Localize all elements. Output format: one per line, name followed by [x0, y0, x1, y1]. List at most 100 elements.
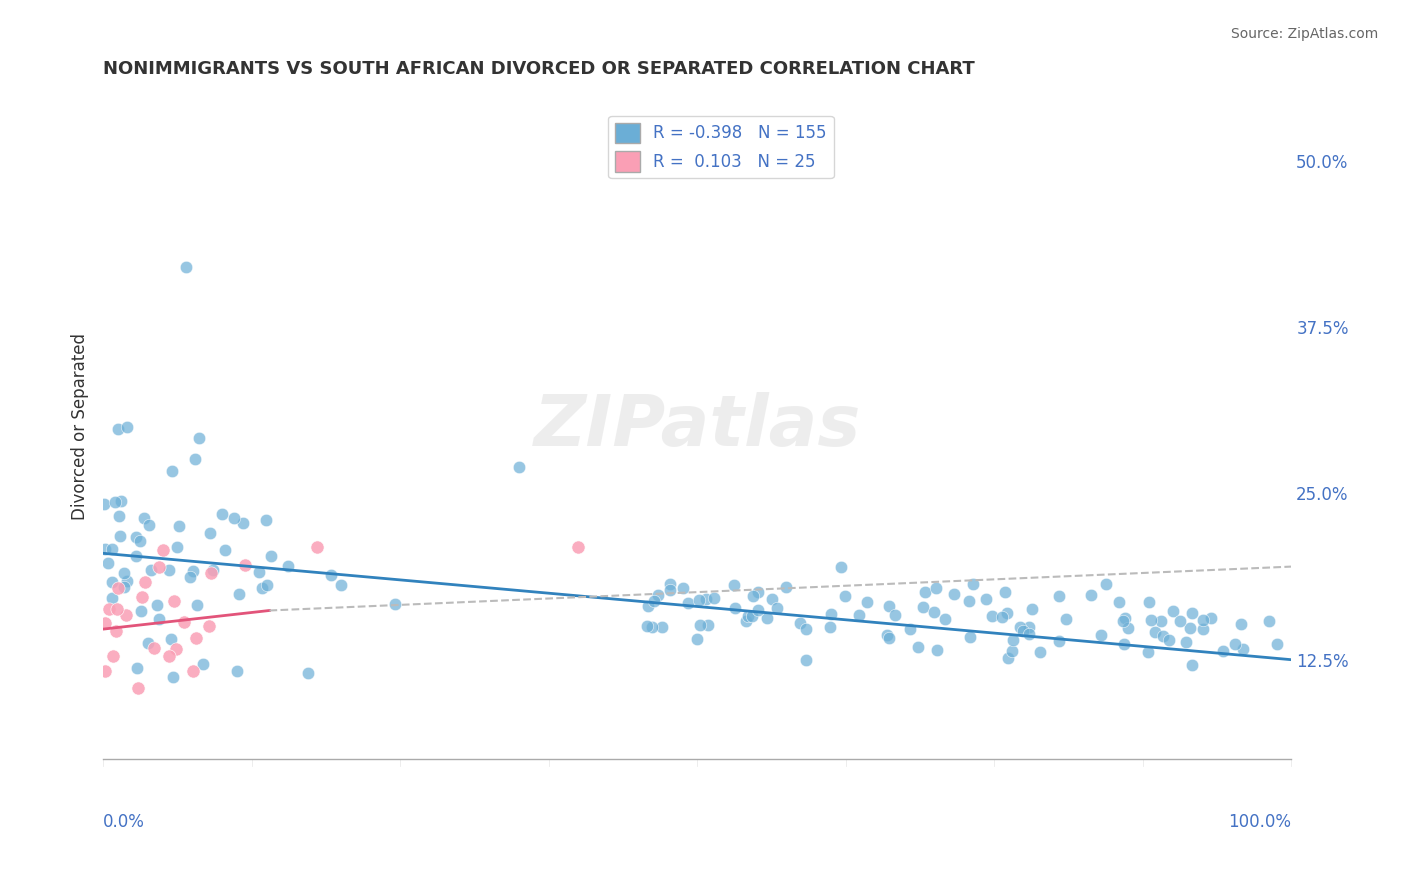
Point — [1018, 620, 1040, 634]
Point — [735, 615, 758, 629]
Point — [737, 608, 759, 623]
Point — [277, 558, 299, 573]
Text: 100.0%: 100.0% — [1229, 813, 1291, 830]
Point — [110, 529, 132, 543]
Point — [672, 582, 695, 596]
Point — [131, 591, 153, 605]
Point — [143, 641, 166, 656]
Point — [818, 620, 841, 634]
Point — [1161, 604, 1184, 618]
Legend: R = -0.398   N = 155, R =  0.103   N = 25: R = -0.398 N = 155, R = 0.103 N = 25 — [609, 116, 834, 178]
Point — [922, 605, 945, 619]
Point — [914, 585, 936, 599]
Point — [676, 596, 699, 610]
Point — [1232, 642, 1254, 657]
Point — [112, 566, 135, 581]
Point — [183, 665, 205, 679]
Point — [110, 494, 132, 508]
Point — [1152, 629, 1174, 643]
Point — [1137, 594, 1160, 608]
Y-axis label: Divorced or Separated: Divorced or Separated — [72, 334, 89, 520]
Point — [101, 574, 124, 589]
Point — [766, 600, 789, 615]
Point — [1021, 602, 1043, 616]
Point — [186, 599, 208, 613]
Point — [834, 589, 856, 603]
Point — [254, 513, 277, 527]
Point — [884, 608, 907, 623]
Point — [256, 578, 278, 592]
Point — [146, 599, 169, 613]
Point — [148, 559, 170, 574]
Point — [166, 541, 188, 555]
Point — [101, 541, 124, 556]
Point — [907, 640, 929, 654]
Point — [1181, 658, 1204, 673]
Point — [112, 580, 135, 594]
Point — [127, 661, 149, 675]
Point — [898, 623, 921, 637]
Point — [1090, 628, 1112, 642]
Point — [925, 582, 948, 596]
Point — [197, 618, 219, 632]
Point — [747, 584, 769, 599]
Point — [789, 616, 811, 631]
Point — [228, 587, 250, 601]
Point — [876, 628, 898, 642]
Text: Source: ZipAtlas.com: Source: ZipAtlas.com — [1230, 27, 1378, 41]
Point — [214, 542, 236, 557]
Point — [1192, 613, 1215, 627]
Point — [103, 649, 125, 664]
Point — [703, 591, 725, 606]
Point — [94, 542, 117, 557]
Point — [959, 630, 981, 644]
Point — [1137, 645, 1160, 659]
Point — [997, 650, 1019, 665]
Point — [107, 508, 129, 523]
Point — [247, 565, 270, 579]
Point — [232, 516, 254, 530]
Point — [211, 507, 233, 521]
Point — [1223, 637, 1246, 651]
Point — [93, 497, 115, 511]
Point — [658, 577, 681, 591]
Point — [689, 618, 711, 632]
Point — [184, 631, 207, 645]
Point — [305, 540, 328, 554]
Point — [1199, 611, 1222, 625]
Point — [1047, 590, 1070, 604]
Point — [1212, 644, 1234, 658]
Point — [1012, 624, 1035, 638]
Point — [1114, 611, 1136, 625]
Point — [187, 431, 209, 445]
Point — [252, 581, 274, 595]
Point — [163, 593, 186, 607]
Point — [1174, 635, 1197, 649]
Point — [994, 585, 1017, 599]
Point — [114, 607, 136, 622]
Point — [157, 563, 180, 577]
Point — [508, 459, 530, 474]
Point — [165, 642, 187, 657]
Point — [297, 665, 319, 680]
Point — [125, 530, 148, 544]
Point — [1116, 621, 1139, 635]
Point — [1181, 607, 1204, 621]
Point — [934, 612, 956, 626]
Point — [319, 568, 342, 582]
Point — [647, 588, 669, 602]
Point — [1018, 627, 1040, 641]
Point — [1080, 588, 1102, 602]
Point — [162, 670, 184, 684]
Point — [856, 595, 879, 609]
Point — [995, 606, 1018, 620]
Point — [198, 525, 221, 540]
Point — [98, 601, 121, 615]
Point — [962, 577, 984, 591]
Point — [224, 511, 246, 525]
Point — [1178, 621, 1201, 635]
Point — [129, 604, 152, 618]
Point — [723, 577, 745, 591]
Point — [200, 566, 222, 580]
Point — [659, 582, 682, 597]
